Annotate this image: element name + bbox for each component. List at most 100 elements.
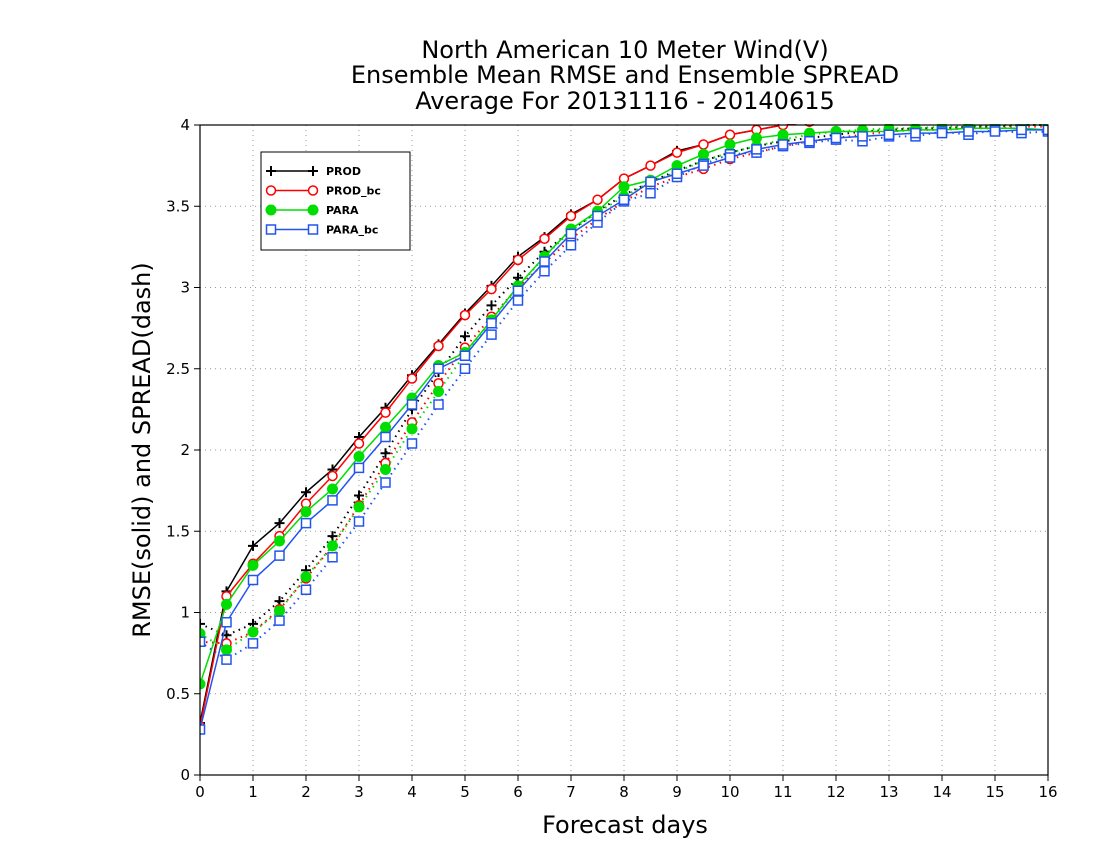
prod-spread-point — [327, 531, 338, 542]
para-bc-rmse-point — [671, 168, 683, 179]
para-bc-spread-point — [539, 266, 550, 277]
x-tick-label: 16 — [1038, 783, 1057, 801]
para-spread-point — [433, 386, 444, 397]
legend-marker — [307, 224, 319, 235]
legend-marker — [265, 224, 277, 235]
title-line-2: Ensemble Mean RMSE and Ensemble SPREAD — [351, 61, 899, 89]
prod-bc-rmse-point — [964, 108, 973, 117]
para-bc-spread-point — [221, 654, 232, 665]
prod-bc-rmse-point — [832, 114, 841, 123]
prod-rmse-point — [1017, 107, 1027, 117]
para-bc-rmse-point — [433, 363, 444, 374]
para-rmse-point — [380, 421, 391, 433]
para-bc-rmse-point — [459, 350, 471, 361]
prod-bc-rmse-point — [1044, 108, 1053, 117]
para-rmse-point — [274, 535, 285, 547]
para-rmse-point — [751, 132, 762, 144]
prod-bc-rmse-point — [353, 438, 365, 449]
legend: PROD PROD_bc PARA PARA_bc — [260, 151, 411, 251]
x-tick-label: 6 — [513, 783, 523, 801]
para-bc-rmse-point — [804, 136, 815, 147]
legend-box — [260, 151, 411, 251]
x-axis-title: Forecast days — [542, 811, 708, 839]
x-tick-label: 12 — [826, 783, 845, 801]
x-tick-label: 2 — [301, 783, 311, 801]
prod-spread-point — [200, 618, 205, 629]
para-bc-spread-point — [486, 329, 497, 340]
x-tick-label: 1 — [248, 783, 258, 801]
para-bc-spread-point — [247, 638, 259, 649]
prod-bc-rmse-point — [671, 147, 683, 158]
title-line-3: Average For 20131116 - 20140615 — [415, 87, 835, 115]
para-spread-point — [327, 540, 338, 552]
x-tick-label: 15 — [985, 783, 1004, 801]
para-bc-spread-point — [300, 584, 312, 595]
para-bc-rmse-point — [274, 550, 285, 561]
para-bc-rmse-point — [247, 574, 259, 586]
para-spread-point — [380, 464, 391, 475]
legend-label: PROD_bc — [326, 185, 381, 198]
prod-spread-point — [354, 490, 364, 501]
prod-bc-rmse-point — [406, 373, 418, 384]
para-rmse-point — [200, 678, 206, 690]
para-bc-rmse-point — [883, 129, 895, 140]
x-tick-label: 4 — [407, 783, 417, 801]
y-tick-label: 2 — [180, 441, 190, 459]
legend-marker — [266, 166, 276, 176]
legend-marker — [307, 185, 319, 196]
prod-rmse-point — [911, 109, 921, 119]
title-line-1: North American 10 Meter Wind(V) — [421, 36, 828, 64]
x-tick-label: 13 — [879, 783, 898, 801]
para-bc-rmse-point — [698, 160, 709, 171]
grid-lines — [200, 125, 1048, 775]
y-tick-label: 3.5 — [166, 197, 190, 215]
legend-label: PARA_bc — [326, 224, 378, 237]
prod-bc-rmse-point — [1017, 108, 1026, 117]
prod-bc-rmse-point — [698, 139, 709, 150]
prod-rmse-point — [831, 114, 841, 124]
para-bc-rmse-point — [539, 256, 550, 267]
legend-marker — [308, 166, 318, 176]
legend-marker — [265, 204, 277, 216]
x-tick-label: 0 — [195, 783, 205, 801]
para-bc-rmse-point — [200, 724, 206, 735]
para-bc-rmse-point — [777, 139, 789, 150]
x-tick-label: 8 — [619, 783, 629, 801]
para-spread-point — [200, 628, 206, 640]
prod-bc-rmse-point — [512, 254, 524, 266]
prod-rmse-point — [964, 107, 974, 117]
para-bc-rmse-point — [724, 152, 736, 163]
x-tick-label: 5 — [460, 783, 470, 801]
para-bc-rmse-point — [830, 132, 842, 144]
prod-bc-rmse-point — [380, 407, 391, 418]
para-bc-spread-point — [512, 295, 524, 306]
legend-label: PARA — [326, 204, 359, 217]
para-rmse-point — [724, 139, 736, 150]
legend-label: PROD — [326, 165, 361, 178]
prod-bc-rmse-point — [459, 309, 471, 321]
para-bc-rmse-point — [618, 194, 630, 205]
para-bc-rmse-point — [486, 318, 497, 329]
para-bc-spread-point — [200, 636, 206, 647]
para-bc-rmse-point — [327, 495, 338, 506]
prod-rmse-point — [858, 112, 868, 122]
x-tick-label: 3 — [354, 783, 364, 801]
para-bc-rmse-point — [512, 285, 524, 296]
para-bc-rmse-point — [910, 127, 921, 139]
para-spread-point — [274, 605, 285, 617]
y-tick-label: 2.5 — [166, 360, 190, 378]
prod-bc-rmse-point — [433, 340, 444, 352]
prod-bc-rmse-point — [486, 283, 497, 295]
para-bc-spread-point — [565, 240, 577, 251]
para-bc-spread-point — [274, 615, 285, 626]
x-tick-label: 7 — [566, 783, 576, 801]
para-rmse-point — [353, 451, 365, 462]
prod-bc-rmse-point — [327, 470, 338, 482]
prod-bc-rmse-point — [645, 160, 656, 171]
chart-title: North American 10 Meter Wind(V) Ensemble… — [351, 36, 899, 115]
prod-bc-rmse-point — [724, 129, 736, 140]
para-bc-rmse-point — [406, 399, 418, 410]
prod-bc-rmse-point — [911, 109, 920, 118]
prod-rmse-point — [301, 487, 311, 498]
